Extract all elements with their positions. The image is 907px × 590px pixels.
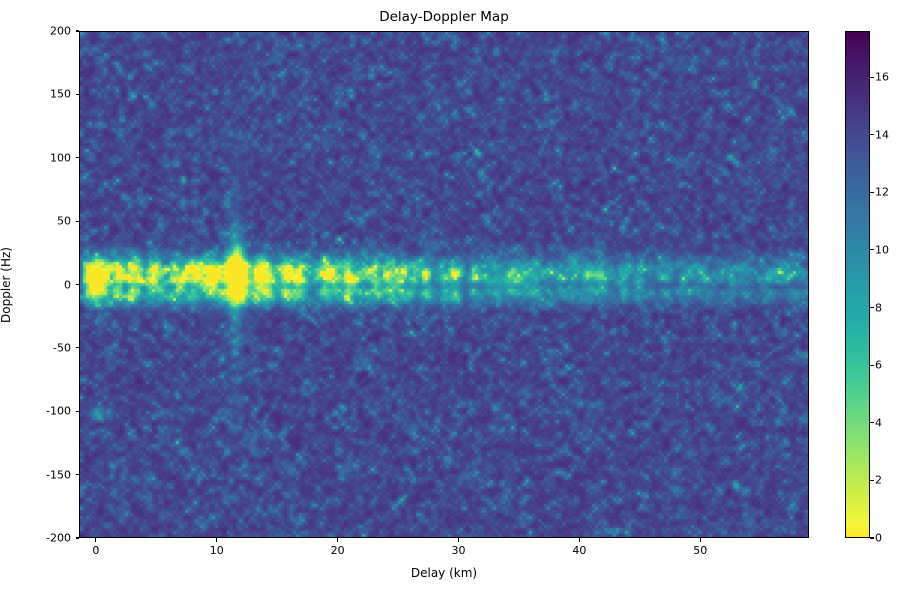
colorbar-tick-mark <box>870 76 874 78</box>
y-tick-mark <box>75 537 79 539</box>
colorbar-tick-label: 8 <box>875 301 882 315</box>
y-tick-label: 50 <box>57 214 71 228</box>
x-tick-mark <box>699 538 701 542</box>
y-tick-mark <box>75 30 79 32</box>
colorbar-tick-label: 16 <box>875 70 889 84</box>
colorbar-tick-label: 6 <box>875 358 882 372</box>
x-tick-mark <box>95 538 97 542</box>
x-tick-mark <box>216 538 218 542</box>
y-tick-mark <box>75 474 79 476</box>
y-tick-label: 200 <box>50 24 71 38</box>
colorbar-tick-mark <box>870 537 874 539</box>
x-tick-mark <box>457 538 460 542</box>
colorbar-tick-mark <box>870 191 874 193</box>
x-axis-label: Delay (km) <box>410 566 478 580</box>
y-tick-mark <box>75 347 79 349</box>
page-title: Delay-Doppler Map <box>379 9 509 25</box>
y-tick-label: -200 <box>46 531 71 545</box>
colorbar-tick-label: 10 <box>875 243 889 257</box>
x-tick-label: 0 <box>92 544 100 557</box>
y-tick-mark <box>75 410 79 412</box>
x-tick-label: 30 <box>451 544 466 557</box>
y-tick-label: 0 <box>64 278 71 291</box>
y-axis-label: Doppler (Hz) <box>0 209 13 323</box>
x-tick-label: 40 <box>572 544 587 557</box>
colorbar-tick-mark <box>870 306 874 309</box>
colorbar-tick-mark <box>870 249 874 251</box>
colorbar-tick-label: 4 <box>875 416 882 430</box>
colorbar-tick-mark <box>870 422 874 424</box>
x-tick-label: 20 <box>330 544 345 557</box>
y-tick-label: -150 <box>46 468 71 482</box>
x-tick-mark <box>337 538 339 542</box>
y-tick-label: -50 <box>53 341 71 355</box>
colorbar <box>845 31 870 538</box>
y-tick-label: 100 <box>50 151 71 165</box>
delay-doppler-heatmap <box>80 32 808 537</box>
y-tick-mark <box>75 283 79 286</box>
colorbar-tick-label: 0 <box>875 531 882 545</box>
heatmap-axes <box>79 31 809 538</box>
y-tick-mark <box>75 157 79 159</box>
y-axis-label-text: Doppler (Hz) <box>0 247 13 323</box>
y-tick-label: -100 <box>46 404 71 418</box>
y-tick-mark <box>75 220 79 222</box>
colorbar-tick-label: 14 <box>875 128 889 142</box>
y-tick-label: 150 <box>50 87 71 101</box>
x-tick-label: 10 <box>209 544 224 557</box>
colorbar-tick-mark <box>870 479 874 481</box>
colorbar-tick-mark <box>870 134 874 136</box>
colorbar-tick-mark <box>870 364 874 366</box>
x-tick-mark <box>578 538 580 542</box>
colorbar-gradient <box>846 32 869 537</box>
colorbar-tick-label: 12 <box>875 185 889 199</box>
colorbar-tick-label: 2 <box>875 473 882 487</box>
x-tick-label: 50 <box>693 544 708 557</box>
y-tick-mark <box>75 93 79 95</box>
